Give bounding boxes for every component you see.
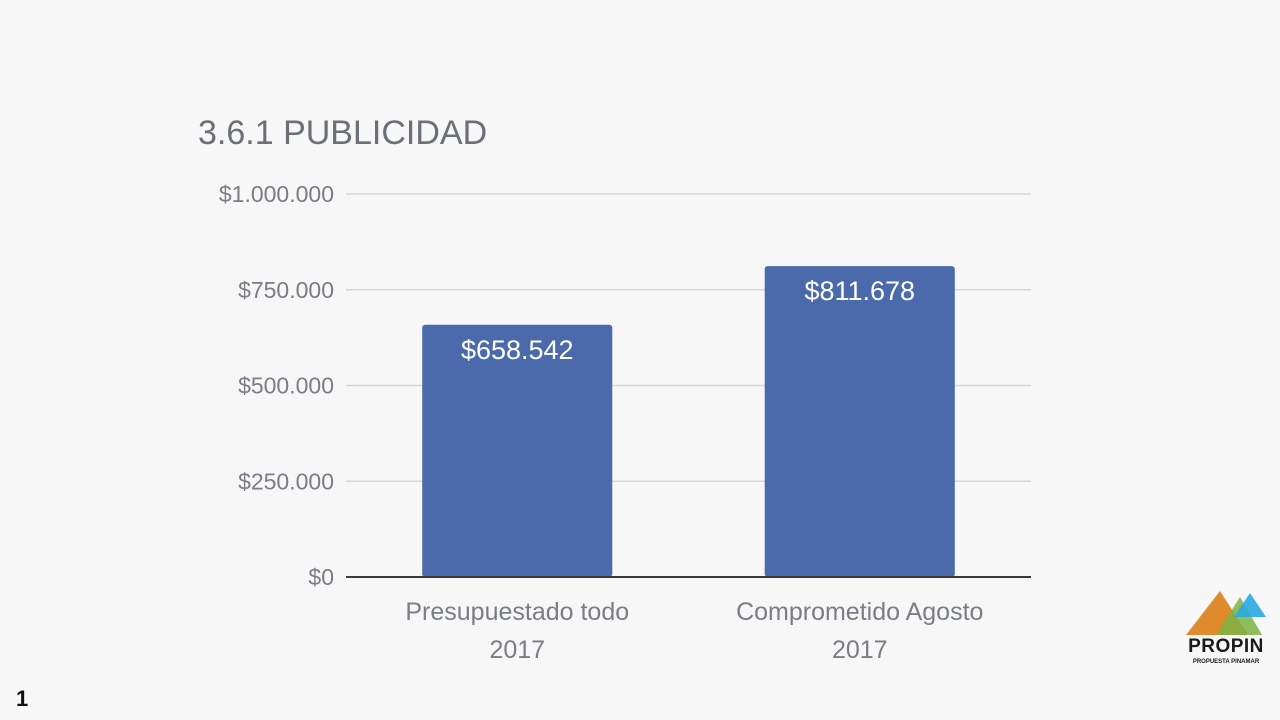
propin-logo: PROPIN PROPUESTA PINAMAR (1180, 585, 1272, 675)
x-category-label-line: 2017 (489, 636, 545, 664)
x-category-label-line: 2017 (832, 636, 888, 664)
y-tick-label: $1.000.000 (219, 181, 334, 207)
data-label: $811.678 (804, 276, 915, 306)
x-category-label: Comprometido Agosto 2017 (736, 598, 983, 664)
y-tick-label: $500.000 (238, 373, 334, 399)
data-labels: $658.542 $811.678 (461, 276, 915, 365)
logo-name: PROPIN (1188, 636, 1264, 657)
y-tick-label: $250.000 (238, 468, 334, 494)
x-category-label-line: Presupuestado todo (405, 598, 629, 626)
y-tick-label: $750.000 (238, 277, 334, 303)
bar (422, 324, 613, 577)
blue-mountain (1234, 593, 1266, 617)
y-tick-label: $0 (308, 564, 334, 590)
bars (422, 266, 955, 577)
data-label: $658.542 (461, 335, 574, 365)
chart-title: 3.6.1 PUBLICIDAD (198, 114, 487, 152)
bar (764, 266, 955, 577)
logo-tagline: PROPUESTA PINAMAR (1192, 659, 1260, 665)
x-category-label: Presupuestado todo 2017 (405, 598, 629, 664)
mountains-icon (1186, 591, 1266, 635)
page-number: 1 (16, 686, 29, 711)
y-axis-ticks: $0 $250.000 $500.000 $750.000 $1.000.000 (219, 181, 334, 590)
x-category-label-line: Comprometido Agosto (736, 598, 983, 626)
